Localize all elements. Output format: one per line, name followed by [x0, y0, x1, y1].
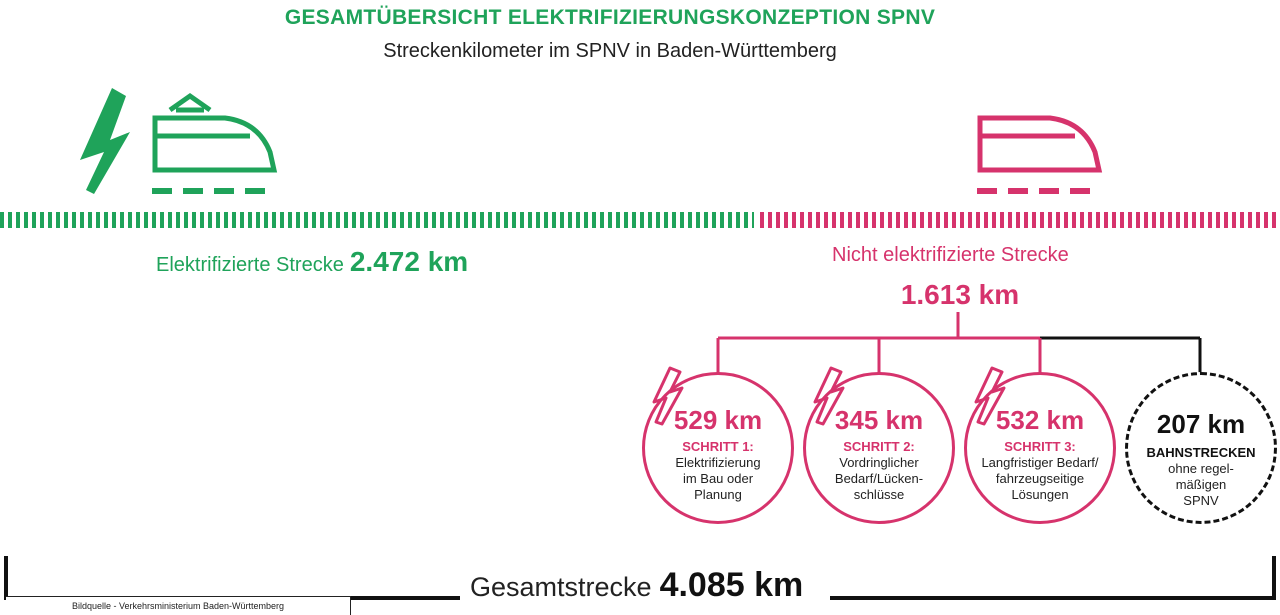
step-2-desc-2: Bedarf/Lücken- — [834, 471, 924, 486]
step-3-km: 532 km — [995, 405, 1085, 435]
lightning-icon — [80, 88, 130, 194]
non-electrified-label: Nicht elektrifizierte Strecke — [832, 244, 1069, 266]
step-2-label: SCHRITT 2: — [843, 439, 915, 454]
grand-total-value: 4.085 km — [659, 566, 804, 604]
step-3-desc-1: Langfristiger Bedarf/ — [981, 455, 1099, 470]
grand-total: Gesamtstrecke 4.085 km — [470, 566, 803, 605]
electric-train-wheels-icon — [152, 188, 265, 194]
other-routes-desc-1: ohne regel- — [1168, 461, 1234, 476]
electrified-value: 2.472 km — [349, 246, 469, 277]
branch-lines — [716, 312, 1202, 382]
step-1-desc-1: Elektrifizierung — [675, 455, 761, 470]
track-electrified — [0, 212, 754, 228]
other-routes-circle: 207 km BAHNSTRECKEN ohne regel- mäßigen … — [1125, 372, 1277, 524]
step-3-desc-2: fahrzeugseitige — [995, 471, 1085, 486]
diesel-train-wheels-icon — [977, 188, 1090, 194]
step-1-km: 529 km — [673, 405, 763, 435]
step-1-desc-3: Planung — [694, 487, 742, 502]
step-3-label: SCHRITT 3: — [1004, 439, 1076, 454]
step-2-desc-1: Vordringlicher — [839, 455, 919, 470]
track-non-electrified — [756, 212, 1280, 228]
electrified-label-text: Elektrifizierte Strecke — [156, 254, 344, 276]
grand-total-label: Gesamtstrecke — [470, 572, 652, 602]
step-3-lightning-icon — [974, 366, 1006, 426]
step-2-km: 345 km — [834, 405, 924, 435]
step-1-label: SCHRITT 1: — [682, 439, 754, 454]
step-1-lightning-icon — [652, 366, 684, 426]
step-2-desc-3: schlüsse — [853, 487, 905, 502]
electric-train-icon — [152, 92, 278, 173]
electrified-label: Elektrifizierte Strecke 2.472 km — [156, 246, 468, 278]
non-electrified-value: 1.613 km — [900, 279, 1020, 310]
page-title: GESAMTÜBERSICHT ELEKTRIFIZIERUNGSKONZEPT… — [284, 6, 936, 29]
step-2-circle: 345 km SCHRITT 2: Vordringlicher Bedarf/… — [803, 372, 955, 524]
other-routes-desc-3: SPNV — [1183, 493, 1219, 508]
other-routes-km: 207 km — [1156, 409, 1246, 439]
image-source-caption: Bildquelle - Verkehrsministerium Baden-W… — [6, 596, 351, 615]
other-routes-title: BAHNSTRECKEN — [1146, 445, 1256, 460]
step-3-desc-3: Lösungen — [1011, 487, 1069, 502]
page-subtitle: Streckenkilometer im SPNV in Baden-Württ… — [383, 40, 837, 62]
diesel-train-icon — [977, 115, 1103, 173]
step-1-desc-2: im Bau oder — [682, 471, 754, 486]
other-routes-desc-2: mäßigen — [1175, 477, 1227, 492]
step-2-lightning-icon — [813, 366, 845, 426]
